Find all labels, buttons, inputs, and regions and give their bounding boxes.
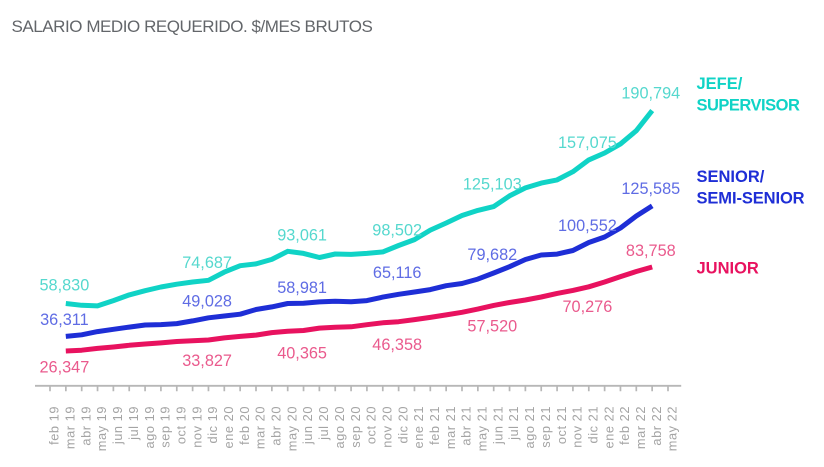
svg-text:abr 20: abr 20 — [269, 406, 284, 446]
svg-text:mar 19: mar 19 — [63, 406, 78, 449]
svg-text:sep 20: sep 20 — [348, 406, 363, 448]
svg-text:36,311: 36,311 — [40, 311, 89, 329]
svg-text:feb 20: feb 20 — [237, 406, 252, 445]
svg-text:jun 19: jun 19 — [110, 406, 125, 445]
svg-text:ene 20: ene 20 — [221, 406, 236, 448]
svg-text:ago 21: ago 21 — [522, 406, 537, 448]
svg-text:190,794: 190,794 — [621, 84, 680, 102]
svg-text:58,830: 58,830 — [39, 276, 89, 294]
svg-text:abr 22: abr 22 — [649, 406, 664, 446]
svg-text:65,116: 65,116 — [373, 264, 422, 282]
svg-text:nov 19: nov 19 — [189, 406, 204, 448]
svg-text:125,585: 125,585 — [621, 180, 680, 198]
svg-text:jun 21: jun 21 — [490, 406, 505, 445]
svg-text:74,687: 74,687 — [182, 254, 232, 272]
svg-text:SUPERVISOR: SUPERVISOR — [697, 96, 800, 114]
svg-text:58,981: 58,981 — [277, 279, 327, 297]
svg-text:SEMI-SENIOR: SEMI-SENIOR — [697, 189, 805, 207]
svg-text:feb 22: feb 22 — [617, 406, 632, 445]
svg-text:sep 19: sep 19 — [158, 406, 173, 448]
svg-text:feb 21: feb 21 — [427, 406, 442, 445]
svg-text:mar 22: mar 22 — [633, 406, 648, 449]
svg-text:125,103: 125,103 — [463, 175, 522, 193]
svg-text:ago 20: ago 20 — [332, 406, 347, 448]
svg-text:abr 21: abr 21 — [459, 406, 474, 446]
svg-text:46,358: 46,358 — [372, 336, 422, 354]
svg-text:ene 21: ene 21 — [411, 406, 426, 448]
svg-text:mar 21: mar 21 — [443, 406, 458, 449]
svg-text:98,502: 98,502 — [372, 221, 422, 239]
svg-text:JUNIOR: JUNIOR — [697, 260, 759, 278]
svg-text:jun 20: jun 20 — [300, 406, 315, 445]
svg-text:SENIOR/: SENIOR/ — [697, 168, 765, 186]
svg-text:26,347: 26,347 — [39, 358, 89, 376]
svg-text:abr 19: abr 19 — [78, 406, 93, 446]
svg-text:83,758: 83,758 — [626, 242, 676, 260]
svg-text:33,827: 33,827 — [182, 352, 232, 370]
svg-text:nov 20: nov 20 — [379, 406, 394, 448]
svg-text:oct 21: oct 21 — [554, 406, 569, 444]
svg-text:may 20: may 20 — [284, 406, 299, 451]
svg-text:oct 20: oct 20 — [364, 406, 379, 444]
svg-text:JEFE/: JEFE/ — [697, 75, 743, 93]
svg-text:70,276: 70,276 — [562, 298, 612, 316]
svg-text:dic 19: dic 19 — [205, 406, 220, 443]
svg-text:157,075: 157,075 — [558, 134, 617, 152]
svg-text:jul 21: jul 21 — [506, 406, 521, 441]
svg-text:57,520: 57,520 — [467, 318, 517, 336]
svg-text:ene 22: ene 22 — [601, 406, 616, 448]
svg-text:dic 21: dic 21 — [585, 406, 600, 443]
svg-text:100,552: 100,552 — [558, 217, 617, 235]
svg-text:93,061: 93,061 — [277, 226, 327, 244]
svg-text:may 21: may 21 — [475, 406, 490, 451]
svg-text:nov 21: nov 21 — [570, 406, 585, 448]
svg-text:dic 20: dic 20 — [395, 406, 410, 443]
svg-text:oct 19: oct 19 — [173, 406, 188, 444]
svg-text:SALARIO MEDIO REQUERIDO. $/MES: SALARIO MEDIO REQUERIDO. $/MES BRUTOS — [12, 17, 373, 36]
svg-text:ago 19: ago 19 — [142, 406, 157, 448]
svg-text:mar 20: mar 20 — [253, 406, 268, 449]
svg-text:feb 19: feb 19 — [47, 406, 62, 445]
svg-text:may 19: may 19 — [94, 406, 109, 451]
svg-text:79,682: 79,682 — [467, 246, 517, 264]
svg-text:sep 21: sep 21 — [538, 406, 553, 448]
svg-text:jul 19: jul 19 — [126, 406, 141, 441]
svg-text:40,365: 40,365 — [277, 345, 327, 363]
svg-text:may 22: may 22 — [665, 406, 680, 451]
svg-text:jul 20: jul 20 — [316, 406, 331, 441]
svg-text:49,028: 49,028 — [182, 292, 232, 310]
